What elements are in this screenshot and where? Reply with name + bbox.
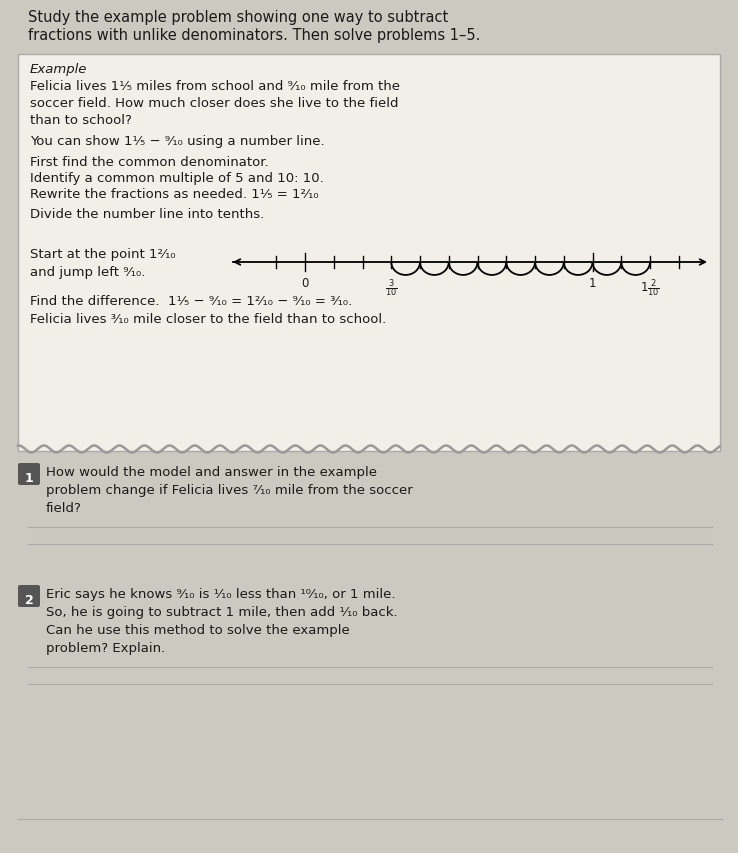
Text: Example: Example xyxy=(30,63,87,76)
Text: $\frac{3}{10}$: $\frac{3}{10}$ xyxy=(385,276,398,299)
Text: Divide the number line into tenths.: Divide the number line into tenths. xyxy=(30,208,264,221)
Text: How would the model and answer in the example: How would the model and answer in the ex… xyxy=(46,466,377,479)
Text: problem change if Felicia lives ⁷⁄₁₀ mile from the soccer: problem change if Felicia lives ⁷⁄₁₀ mil… xyxy=(46,484,413,496)
Text: Start at the point 1²⁄₁₀: Start at the point 1²⁄₁₀ xyxy=(30,247,176,261)
Text: 2: 2 xyxy=(24,594,33,606)
Text: 1: 1 xyxy=(24,472,33,485)
Text: So, he is going to subtract 1 mile, then add ¹⁄₁₀ back.: So, he is going to subtract 1 mile, then… xyxy=(46,606,398,618)
Text: 1: 1 xyxy=(589,276,596,290)
Text: Felicia lives 1¹⁄₅ miles from school and ⁹⁄₁₀ mile from the: Felicia lives 1¹⁄₅ miles from school and… xyxy=(30,80,400,93)
Text: Felicia lives ³⁄₁₀ mile closer to the field than to school.: Felicia lives ³⁄₁₀ mile closer to the fi… xyxy=(30,313,386,326)
Text: First find the common denominator.: First find the common denominator. xyxy=(30,156,269,169)
Text: Rewrite the fractions as needed. 1¹⁄₅ = 1²⁄₁₀: Rewrite the fractions as needed. 1¹⁄₅ = … xyxy=(30,188,319,200)
FancyBboxPatch shape xyxy=(18,585,40,607)
Text: problem? Explain.: problem? Explain. xyxy=(46,641,165,654)
Text: 0: 0 xyxy=(301,276,308,290)
Text: field?: field? xyxy=(46,502,82,514)
Text: and jump left ⁹⁄₁₀.: and jump left ⁹⁄₁₀. xyxy=(30,265,145,279)
Text: Study the example problem showing one way to subtract: Study the example problem showing one wa… xyxy=(28,10,448,25)
FancyBboxPatch shape xyxy=(18,463,40,485)
Text: soccer field. How much closer does she live to the field: soccer field. How much closer does she l… xyxy=(30,97,399,110)
Text: than to school?: than to school? xyxy=(30,113,132,127)
Text: You can show 1¹⁄₅ − ⁹⁄₁₀ using a number line.: You can show 1¹⁄₅ − ⁹⁄₁₀ using a number … xyxy=(30,135,325,148)
Text: Find the difference.  1¹⁄₅ − ⁹⁄₁₀ = 1²⁄₁₀ − ⁹⁄₁₀ = ³⁄₁₀.: Find the difference. 1¹⁄₅ − ⁹⁄₁₀ = 1²⁄₁₀… xyxy=(30,294,352,308)
FancyBboxPatch shape xyxy=(18,55,720,451)
Text: fractions with unlike denominators. Then solve problems 1–5.: fractions with unlike denominators. Then… xyxy=(28,28,480,43)
Text: $1\frac{2}{10}$: $1\frac{2}{10}$ xyxy=(640,276,660,299)
Text: Can he use this method to solve the example: Can he use this method to solve the exam… xyxy=(46,624,350,636)
Text: Identify a common multiple of 5 and 10: 10.: Identify a common multiple of 5 and 10: … xyxy=(30,171,324,185)
Text: Eric says he knows ⁹⁄₁₀ is ¹⁄₁₀ less than ¹⁰⁄₁₀, or 1 mile.: Eric says he knows ⁹⁄₁₀ is ¹⁄₁₀ less tha… xyxy=(46,588,396,601)
